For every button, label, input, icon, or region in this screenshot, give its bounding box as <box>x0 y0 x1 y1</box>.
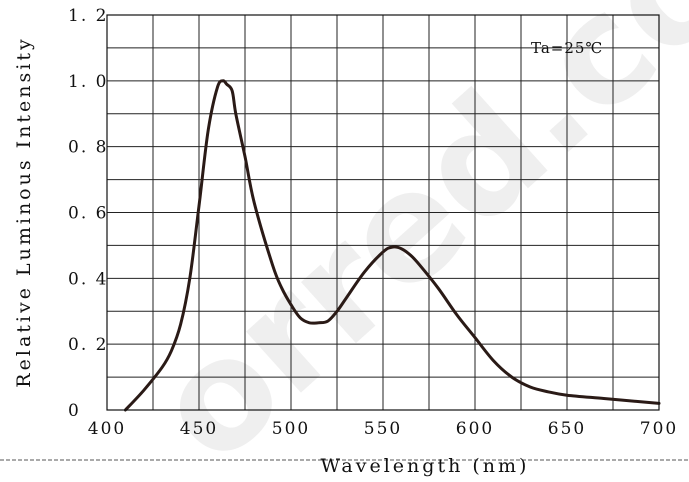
y-tick-label: 0. 4 <box>68 269 108 289</box>
x-axis-title: Wavelength (nm) <box>321 455 530 477</box>
y-tick-label: 1. 2 <box>68 6 108 26</box>
x-tick-label: 450 <box>180 419 218 439</box>
y-axis-title: Relative Luminous Intensity <box>13 36 35 387</box>
series-group <box>123 79 661 412</box>
y-tick-label: 1. 0 <box>68 72 108 92</box>
x-tick-label: 400 <box>88 419 126 439</box>
x-tick-label: 650 <box>548 419 586 439</box>
temperature-annotation: Ta=25℃ <box>531 39 603 57</box>
x-tick-label: 600 <box>456 419 494 439</box>
y-tick-label: 0. 2 <box>68 335 108 355</box>
watermark: orred.com <box>123 0 689 477</box>
y-tick-label: 0. 8 <box>68 138 108 158</box>
spectrum-line <box>123 79 661 412</box>
x-tick-label: 550 <box>364 419 402 439</box>
tick-labels: 400 450 500 550 600 650 700 0 0. 2 0. 4 0. 6 0. 8 1.… <box>68 6 678 439</box>
y-tick-label: 0. 6 <box>68 204 108 224</box>
y-tick-label: 0 <box>68 401 81 421</box>
plot-frame <box>106 14 660 411</box>
x-tick-label: 700 <box>640 419 678 439</box>
grid <box>107 15 659 410</box>
x-tick-label: 500 <box>272 419 310 439</box>
